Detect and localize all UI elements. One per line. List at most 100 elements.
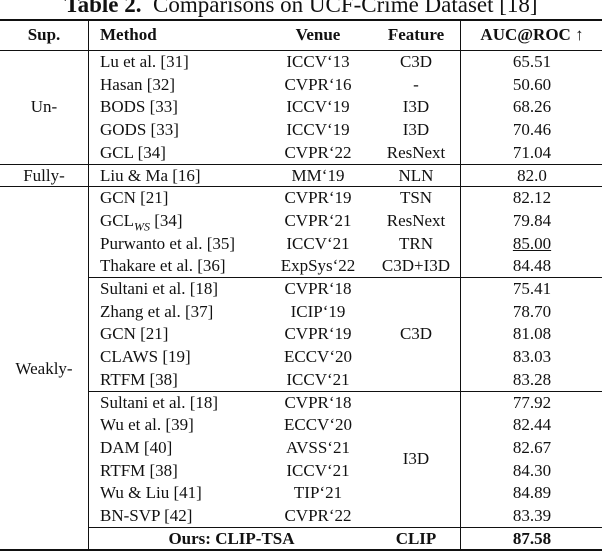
auc-cell: 84.89 [512,483,552,503]
method-name: Sultani et al. [18] [100,279,219,299]
venue-cell: CVPR‘19 [284,188,352,208]
feature-cell: C3D+I3D [381,256,451,276]
method-name: Wu et al. [39] [100,415,194,435]
rule [0,186,602,188]
sup-cell: Fully- [23,165,65,185]
venue-cell: TIP‘21 [293,483,343,503]
auc-cell: 82.67 [512,438,552,458]
method-cell: CLAWS [19] [100,346,191,368]
header-cell: Feature [387,25,445,45]
method-cell: Hasan [32] [100,74,175,96]
auc-cell: 68.26 [512,97,552,117]
method-name: Lu et al. [31] [100,51,189,71]
rule [460,20,461,551]
method-subscript: WS [134,219,150,234]
method-cell: GCLWS [34] [100,210,183,234]
rule [88,527,602,528]
method-cell: RTFM [38] [100,369,178,391]
rule [0,549,602,552]
venue-cell: ECCV‘20 [284,347,352,367]
method-cell: RTFM [38] [100,460,178,482]
auc-cell: 87.58 [512,528,552,548]
method-cell: Lu et al. [31] [100,51,189,73]
method-name: Sultani et al. [18] [100,392,219,412]
method-cell: GCN [21] [100,323,168,345]
method-cell: Sultani et al. [18] [100,278,218,300]
venue-cell: ICIP‘19 [290,301,346,321]
method-name: GCN [21] [100,188,169,208]
feature-cell: I3D [402,120,430,140]
method-name: GODS [33] [100,120,179,140]
rule [0,163,602,165]
auc-cell: 83.28 [512,369,552,389]
venue-cell: ECCV‘20 [284,415,352,435]
venue-cell: ICCV‘21 [286,233,350,253]
auc-cell: 84.48 [512,256,552,276]
auc-cell: 71.04 [512,142,552,162]
method-name: BODS [33] [100,97,178,117]
feature-cell: NLN [398,165,434,185]
auc-cell: 81.08 [512,324,552,344]
method-name: Purwanto et al. [35] [100,233,236,253]
venue-cell: ExpSys‘22 [280,256,356,276]
caption-text: Comparisons on UCF-Crime Dataset [18] [153,0,538,17]
feature-cell: I3D [402,97,430,117]
method-cell: Liu & Ma [16] [100,165,201,187]
feature-cell: C3D [399,51,433,71]
feature-cell: ResNext [386,142,446,162]
method-ref: [34] [150,210,183,230]
method-name: CLAWS [19] [100,347,191,367]
venue-cell: ICCV‘21 [286,460,350,480]
sup-cell: Weakly- [15,358,73,378]
venue-cell: CVPR‘18 [284,279,352,299]
feature-cell: I3D [402,449,430,469]
auc-cell: 50.60 [512,74,552,94]
venue-cell: CVPR‘19 [284,324,352,344]
venue-cell: ICCV‘19 [286,97,350,117]
auc-cell: 75.41 [512,279,552,299]
feature-cell: TSN [399,188,433,208]
method-name: DAM [40] [100,438,173,458]
method-cell: GCL [34] [100,142,166,164]
method-cell: Zhang et al. [37] [100,301,213,323]
method-name: BN-SVP [42] [100,506,193,526]
auc-cell: 82.44 [512,415,552,435]
method-cell: BODS [33] [100,96,178,118]
auc-cell: 84.30 [512,460,552,480]
venue-cell: AVSS‘21 [286,438,350,458]
feature-cell: ResNext [386,210,446,230]
auc-cell: 83.03 [512,347,552,367]
venue-cell: ICCV‘21 [286,369,350,389]
table-caption: Table 2. Comparisons on UCF-Crime Datase… [0,0,602,18]
venue-cell: CVPR‘18 [284,392,352,412]
auc-cell: 82.12 [512,188,552,208]
auc-cell: 77.92 [512,392,552,412]
rule [88,20,89,551]
method-name: Zhang et al. [37] [100,301,214,321]
header-cell: Sup. [27,25,61,45]
sup-cell: Un- [30,97,58,117]
method-cell: Purwanto et al. [35] [100,233,235,255]
venue-cell: CVPR‘22 [284,506,352,526]
method-name: Hasan [32] [100,74,176,94]
method-cell: Wu & Liu [41] [100,482,202,504]
auc-cell: 85.00 [512,233,552,253]
method-name: RTFM [38] [100,369,178,389]
method-name: Liu & Ma [16] [100,165,201,185]
rule [88,390,602,392]
method-name: Thakare et al. [36] [100,256,226,276]
method-name: RTFM [38] [100,460,178,480]
method-name: GCN [21] [100,324,169,344]
rule [0,19,602,21]
auc-cell: 78.70 [512,301,552,321]
header-cell: AUC@ROC ↑ [480,25,584,45]
feature-cell: CLIP [395,528,437,548]
auc-cell: 79.84 [512,210,552,230]
venue-cell: CVPR‘22 [284,142,352,162]
method-cell: GCN [21] [100,187,168,209]
method-cell: Ours: CLIP-TSA [168,528,295,548]
method-cell: DAM [40] [100,437,172,459]
method-cell: Thakare et al. [36] [100,255,226,277]
venue-cell: CVPR‘21 [284,210,352,230]
